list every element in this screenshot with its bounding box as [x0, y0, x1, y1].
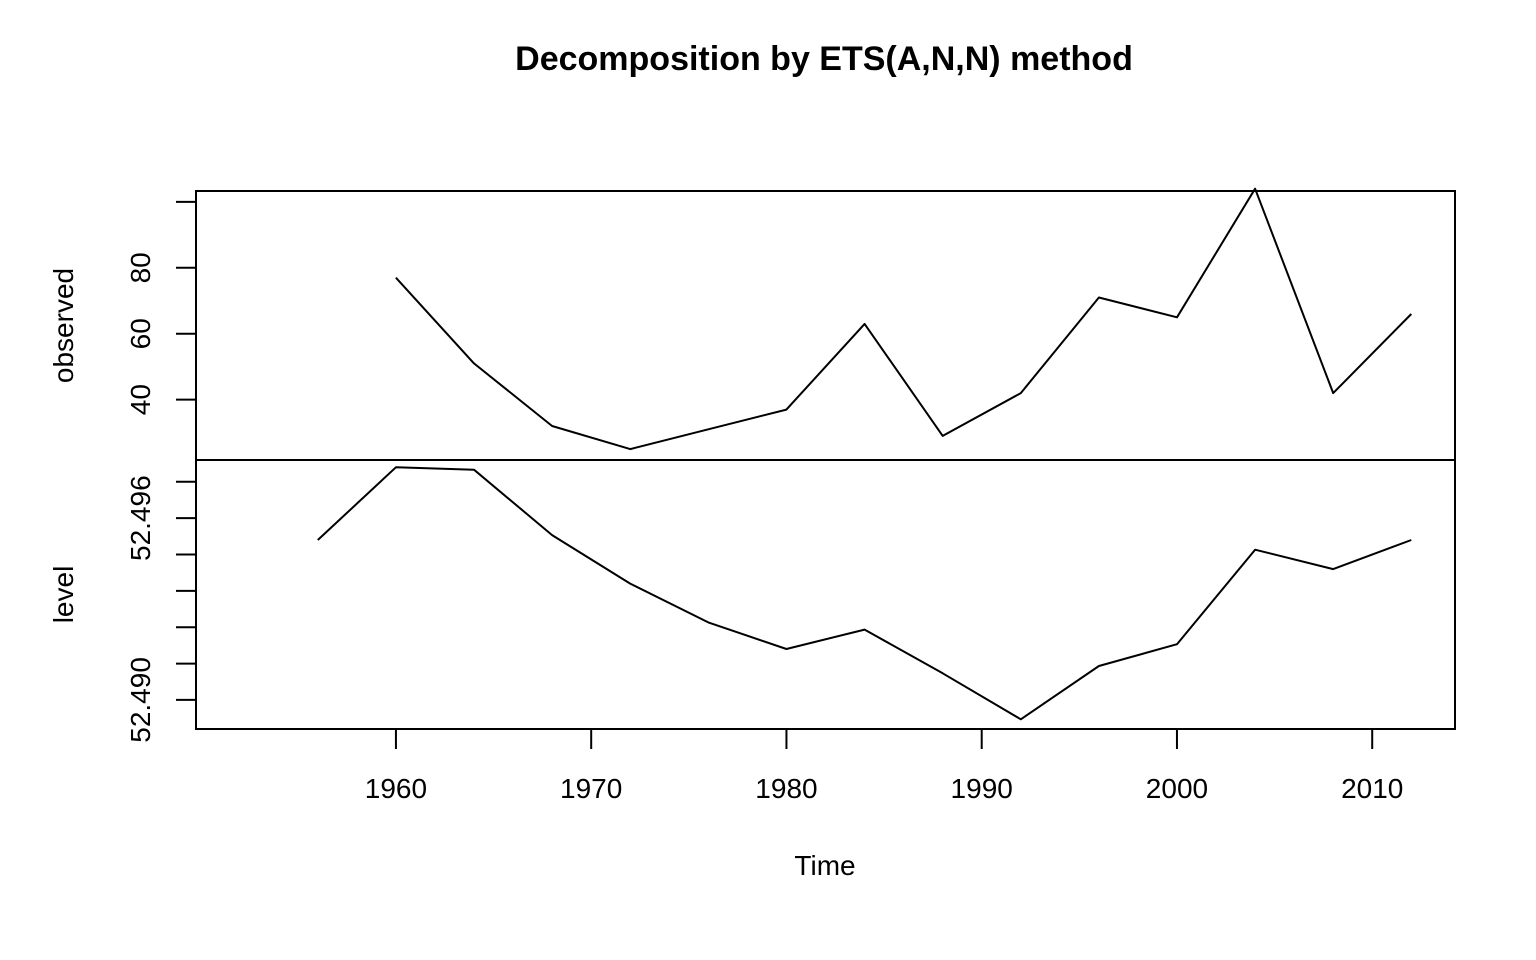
y-tick-label: 60 — [125, 318, 156, 349]
y-tick-label: 80 — [125, 252, 156, 283]
x-tick-label: 1990 — [951, 773, 1013, 804]
panel-y-label: observed — [48, 268, 79, 383]
y-tick-label: 40 — [125, 384, 156, 415]
observed-panel-frame — [195, 190, 1456, 461]
level-panel-frame — [195, 459, 1456, 730]
y-tick-label: 52.490 — [125, 657, 156, 743]
x-tick-label: 2000 — [1146, 773, 1208, 804]
y-tick-label: 52.496 — [125, 475, 156, 561]
x-tick-label: 1980 — [755, 773, 817, 804]
x-axis-label: Time — [794, 850, 855, 881]
x-tick-label: 1970 — [560, 773, 622, 804]
x-tick-label: 2010 — [1341, 773, 1403, 804]
observed-panel: 40 60 80 observed — [48, 187, 1413, 451]
series-line — [395, 187, 1413, 451]
x-tick-label: 1960 — [365, 773, 427, 804]
x-axis: 1960 1970 1980 1990 2000 2010 — [365, 729, 1403, 804]
chart-title: Decomposition by ETS(A,N,N) method — [515, 40, 1133, 78]
series-line — [317, 466, 1412, 721]
level-panel: 52.490 52.496 level — [48, 466, 1412, 743]
panel-y-label: level — [48, 566, 79, 624]
